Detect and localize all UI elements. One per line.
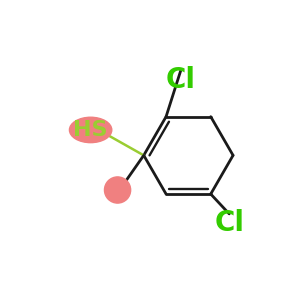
Text: HS: HS — [74, 120, 108, 140]
Text: Cl: Cl — [214, 209, 244, 237]
Ellipse shape — [69, 117, 112, 142]
Text: Cl: Cl — [166, 66, 196, 94]
Circle shape — [104, 177, 131, 203]
